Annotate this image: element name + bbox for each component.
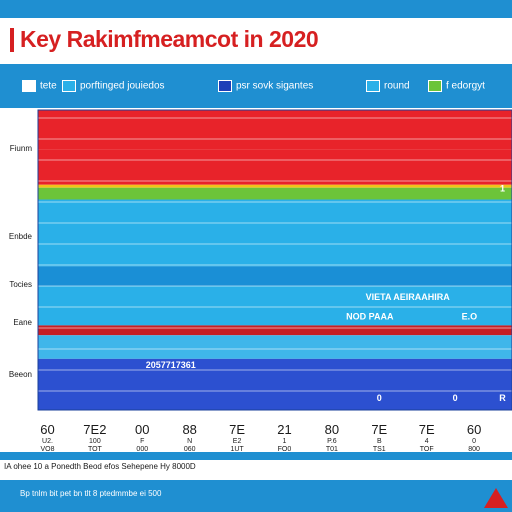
x-tick-label: 60 bbox=[40, 422, 54, 437]
legend-swatch bbox=[22, 80, 36, 92]
x-tick-value: TOT bbox=[88, 446, 103, 453]
footnote: IA ohee 10 a Ponedth Beod efos Sehepene … bbox=[4, 462, 196, 471]
data-label: 0 bbox=[453, 393, 458, 403]
legend-label: porftinged jouiedos bbox=[80, 80, 165, 92]
x-tick-value: TOF bbox=[420, 446, 434, 453]
x-tick-value: VO8 bbox=[40, 446, 54, 453]
legend-item: porftinged jouiedos bbox=[62, 80, 165, 92]
x-tick-label: 60 bbox=[467, 422, 481, 437]
x-tick-sublabel: 0 bbox=[472, 438, 476, 445]
legend-item: round bbox=[366, 80, 410, 92]
data-label: R bbox=[499, 393, 506, 403]
data-label: VIETA AEIRAAHIRA bbox=[366, 292, 451, 302]
title-accent-bar bbox=[10, 28, 14, 52]
x-tick-value: TS1 bbox=[373, 446, 386, 453]
x-tick-sublabel: B bbox=[377, 438, 382, 445]
plot-border bbox=[37, 109, 512, 411]
row-label: Enbde bbox=[8, 232, 32, 241]
x-tick-label: 00 bbox=[135, 422, 149, 437]
footer-bar bbox=[0, 452, 512, 460]
brand-logo-icon bbox=[484, 488, 508, 508]
x-tick-sublabel: 4 bbox=[425, 438, 429, 445]
legend-swatch bbox=[366, 80, 380, 92]
row-label: Eane bbox=[13, 318, 32, 327]
legend-label: tete bbox=[40, 80, 57, 92]
x-tick-value: 1UT bbox=[230, 446, 244, 453]
x-tick-value: 060 bbox=[184, 446, 196, 453]
x-tick-label: 7E bbox=[371, 422, 387, 437]
x-tick-label: 21 bbox=[277, 422, 291, 437]
title-area bbox=[0, 18, 512, 62]
data-label: 2057717361 bbox=[146, 360, 196, 370]
x-tick-value: T01 bbox=[326, 446, 338, 453]
chart-band bbox=[38, 149, 512, 185]
data-label: E.O bbox=[462, 312, 478, 322]
chart-band bbox=[38, 266, 512, 287]
chart-band bbox=[38, 184, 512, 188]
x-tick-label: 7E2 bbox=[83, 422, 106, 437]
x-tick-sublabel: E2 bbox=[233, 438, 242, 445]
x-tick-label: 88 bbox=[182, 422, 196, 437]
x-tick-value: 000 bbox=[136, 446, 148, 453]
legend-swatch bbox=[62, 80, 76, 92]
legend-label: f edorgyt bbox=[446, 80, 485, 92]
legend-swatch bbox=[218, 80, 232, 92]
chart-band bbox=[38, 335, 512, 359]
x-tick-sublabel: F bbox=[140, 438, 144, 445]
footnote: Bp tnlm bit pet bn tlt 8 ptedmmbe ei 500 bbox=[20, 489, 162, 498]
x-tick-sublabel: U2. bbox=[42, 438, 53, 445]
legend-label: round bbox=[384, 80, 410, 92]
x-tick-sublabel: P.6 bbox=[327, 438, 337, 445]
data-label: 0 bbox=[377, 393, 382, 403]
x-tick-value: 800 bbox=[468, 446, 480, 453]
legend-item: tete bbox=[22, 80, 57, 92]
x-tick-label: 7E bbox=[229, 422, 245, 437]
chart-title: Key Rakimfmeamcot in 2020 bbox=[20, 26, 319, 52]
row-label: Beeon bbox=[8, 370, 32, 379]
legend-label: psr sovk sigantes bbox=[236, 80, 314, 92]
chart-band bbox=[38, 325, 512, 336]
row-label: Tocies bbox=[9, 280, 32, 289]
legend-swatch bbox=[428, 80, 442, 92]
row-labels: Fiunm Enbde Tocies Eane Beeon bbox=[0, 108, 38, 408]
data-label: NOD PAAA bbox=[346, 312, 394, 322]
chart-band bbox=[38, 199, 512, 267]
chart-band bbox=[38, 286, 512, 326]
footer-bottom-bar bbox=[0, 480, 512, 512]
top-frame-bar bbox=[0, 0, 512, 18]
legend-item: f edorgyt bbox=[428, 80, 485, 92]
chart-band bbox=[38, 110, 512, 150]
x-tick-sublabel: N bbox=[187, 438, 192, 445]
x-tick-sublabel: 100 bbox=[89, 438, 101, 445]
x-tick-label: 80 bbox=[325, 422, 339, 437]
data-label: 1 bbox=[500, 184, 505, 194]
legend-item: psr sovk sigantes bbox=[218, 80, 313, 92]
x-tick-sublabel: 1 bbox=[283, 438, 287, 445]
x-tick-label: 7E bbox=[419, 422, 435, 437]
chart-band bbox=[38, 358, 512, 410]
row-label: Fiunm bbox=[9, 144, 32, 153]
chart-band bbox=[38, 187, 512, 200]
legend-bar bbox=[0, 64, 512, 108]
x-tick-value: FO0 bbox=[278, 446, 292, 453]
